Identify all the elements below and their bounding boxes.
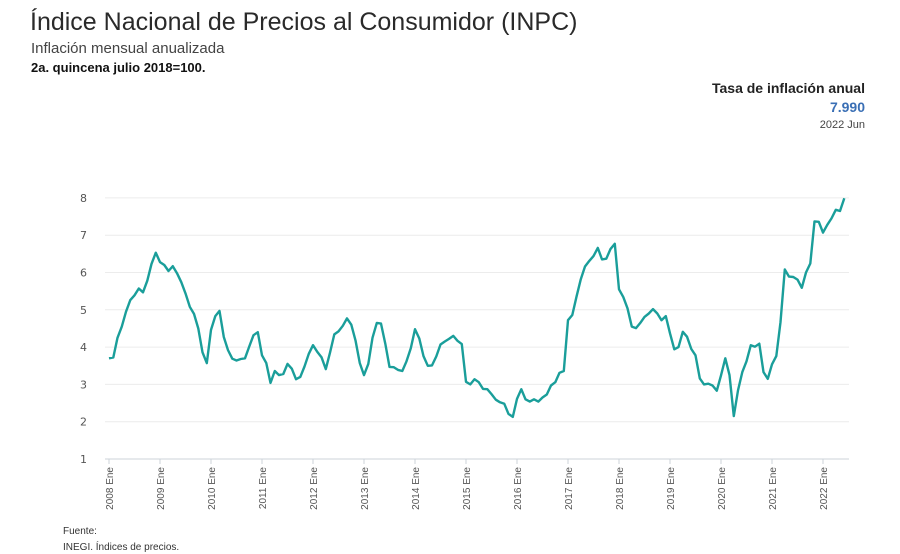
y-tick-label: 5 xyxy=(80,304,87,317)
x-tick-label: 2010 Ene xyxy=(207,467,218,510)
y-axis-ticks: 1 2 3 4 5 6 7 8 xyxy=(80,192,87,466)
y-tick-label: 8 xyxy=(80,192,87,205)
x-tick-label: 2015 Ene xyxy=(462,467,473,510)
x-tick-label: 2013 Ene xyxy=(360,467,371,510)
y-tick-label: 3 xyxy=(80,378,87,391)
y-tick-label: 1 xyxy=(80,453,87,466)
page-subtitle: Inflación mensual anualizada xyxy=(31,40,225,57)
x-tick-label: 2016 Ene xyxy=(513,467,524,510)
y-tick-label: 4 xyxy=(80,341,87,354)
page-title: Índice Nacional de Precios al Consumidor… xyxy=(30,8,578,36)
base-period: 2a. quincena julio 2018=100. xyxy=(31,60,206,75)
series-line xyxy=(108,197,846,419)
y-tick-label: 7 xyxy=(80,229,87,242)
y-tick-label: 6 xyxy=(80,267,87,280)
x-axis-ticks: 2008 Ene 2009 Ene 2010 Ene 2011 Ene 2012 Ene… xyxy=(105,459,830,510)
gridlines xyxy=(105,197,849,460)
x-tick-label: 2018 Ene xyxy=(615,467,626,510)
x-tick-label: 2021 Ene xyxy=(768,467,779,510)
x-tick-label: 2014 Ene xyxy=(411,467,422,510)
kpi-panel: Tasa de inflación anual 7.990 2022 Jun xyxy=(712,80,865,131)
source-text: INEGI. Índices de precios. xyxy=(63,542,180,553)
x-tick-label: 2012 Ene xyxy=(309,467,320,510)
y-tick-label: 2 xyxy=(80,416,87,429)
x-tick-label: 2009 Ene xyxy=(156,467,167,510)
kpi-label: Tasa de inflación anual xyxy=(711,80,865,96)
x-tick-label: 2020 Ene xyxy=(717,467,728,510)
x-tick-label: 2008 Ene xyxy=(105,467,116,510)
kpi-date: 2022 Jun xyxy=(819,119,865,131)
source-label: Fuente: xyxy=(63,526,97,537)
x-tick-label: 2019 Ene xyxy=(666,467,677,510)
x-tick-label: 2011 Ene xyxy=(258,467,269,510)
x-tick-label: 2022 Ene xyxy=(819,467,830,510)
x-tick-label: 2017 Ene xyxy=(564,467,575,510)
kpi-value: 7.990 xyxy=(829,99,865,115)
